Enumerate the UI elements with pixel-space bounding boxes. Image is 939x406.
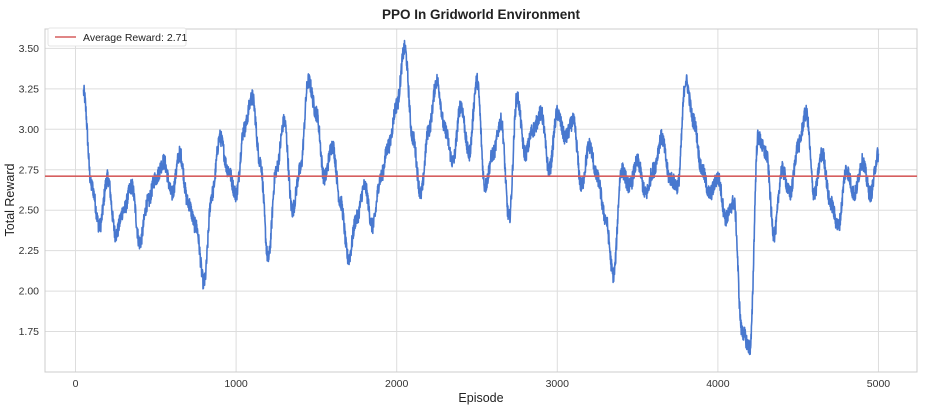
legend-box [47, 27, 187, 47]
y-tick-label: 2.50 [19, 205, 40, 217]
y-tick-label: 3.25 [19, 83, 40, 95]
y-tick-label: 1.75 [19, 326, 40, 338]
y-axis-label: Total Reward [3, 163, 17, 236]
x-tick-label: 2000 [385, 378, 409, 390]
y-tick-label: 3.00 [19, 124, 40, 136]
reward-series-line [82, 39, 880, 356]
legend-average-label: Average Reward: 2.71 [83, 32, 187, 44]
y-tick-labels: 1.75 2.00 2.25 2.50 2.75 3.00 3.25 3.50 [19, 43, 40, 338]
x-tick-label: 5000 [867, 378, 891, 390]
plot-frame [44, 28, 918, 373]
y-tick-label: 3.50 [19, 43, 40, 55]
x-tick-label: 4000 [706, 378, 730, 390]
x-axis-label: Episode [458, 391, 503, 405]
y-tick-label: 2.00 [19, 286, 40, 298]
x-tick-labels: 0 1000 2000 3000 4000 5000 [73, 378, 891, 390]
x-tick-label: 1000 [224, 378, 248, 390]
legend: Average Reward: 2.71 [47, 27, 187, 47]
y-tick-label: 2.75 [19, 164, 40, 176]
x-tick-label: 0 [73, 378, 79, 390]
y-tick-label: 2.25 [19, 245, 40, 257]
x-tick-label: 3000 [546, 378, 570, 390]
chart-title: PPO In Gridworld Environment [382, 7, 581, 22]
grid [45, 29, 917, 372]
